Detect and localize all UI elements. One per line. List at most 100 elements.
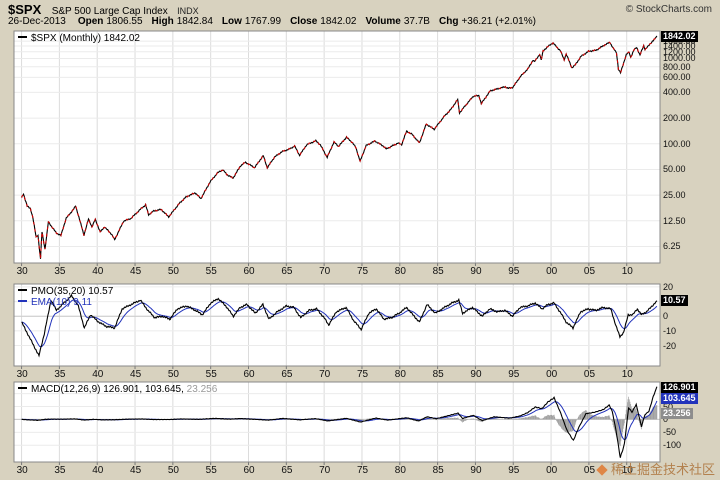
y-axis-tick: -10 — [663, 325, 677, 336]
y-axis-tick: 12.50 — [663, 215, 686, 226]
x-axis-year-label: 65 — [281, 266, 293, 277]
quote-field-open: Open 1806.55 — [77, 16, 143, 27]
x-axis-year-label: 85 — [432, 369, 444, 380]
series-swatch-icon — [18, 289, 27, 292]
legend-text: 23.256 — [183, 384, 218, 395]
pmo-last-value-box: 10.57 — [661, 295, 688, 307]
x-axis-year-label: 10 — [621, 465, 633, 476]
x-axis-year-label: 35 — [54, 369, 66, 380]
series-swatch-icon — [18, 36, 27, 39]
y-axis-tick: 100.00 — [663, 138, 691, 149]
x-axis-year-label: 70 — [319, 266, 331, 277]
watermark: 稀土掘金技术社区 — [596, 459, 715, 478]
y-axis-tick: 20 — [663, 281, 674, 292]
x-axis-year-label: 30 — [16, 369, 28, 380]
x-axis-year-label: 10 — [621, 369, 633, 380]
macd-legend-item: MACD(12,26,9) 126.901, 103.645, — [18, 384, 184, 395]
x-axis-year-label: 95 — [508, 369, 520, 380]
price-legend: $SPX (Monthly) 1842.02 — [18, 33, 140, 44]
series-swatch-icon — [18, 387, 27, 390]
x-axis-year-label: 50 — [167, 465, 179, 476]
x-axis-year-label: 85 — [432, 266, 444, 277]
x-axis-year-label: 35 — [54, 266, 66, 277]
x-axis-year-label: 95 — [508, 465, 520, 476]
y-axis-tick: -20 — [663, 340, 677, 351]
pmo-legend-item: EMA(10) 9.11 — [18, 297, 113, 308]
y-axis-tick: 25.00 — [663, 190, 686, 201]
legend-text: MACD(12,26,9) 126.901, 103.645, — [31, 384, 184, 395]
x-axis-year-label: 90 — [470, 266, 482, 277]
y-axis-tick: 800.00 — [663, 61, 691, 72]
x-axis-year-label: 50 — [167, 369, 179, 380]
x-axis-year-label: 90 — [470, 369, 482, 380]
y-axis-tick: 400.00 — [663, 87, 691, 98]
y-axis-tick: 1000.00 — [663, 53, 696, 64]
x-axis-year-label: 45 — [130, 465, 142, 476]
pmo-legend-item: PMO(35,20) 10.57 — [18, 286, 113, 297]
x-axis-year-label: 80 — [394, 369, 406, 380]
index-name: S&P 500 Large Cap Index — [51, 6, 168, 17]
y-axis-tick: 1400.00 — [663, 41, 696, 52]
x-axis-year-label: 65 — [281, 369, 293, 380]
x-axis-year-label: 30 — [16, 465, 28, 476]
x-axis-year-label: 70 — [319, 369, 331, 380]
symbol: $SPX — [8, 2, 42, 17]
y-axis-tick: 0 — [663, 311, 669, 322]
copyright: © StockCharts.com — [625, 4, 712, 15]
x-axis-year-label: 40 — [92, 465, 104, 476]
x-axis-year-label: 45 — [130, 369, 142, 380]
series-swatch-icon — [18, 300, 27, 303]
quote-field-low: Low 1767.99 — [221, 16, 282, 27]
x-axis-year-label: 95 — [508, 266, 520, 277]
y-axis-tick: 50 — [663, 401, 674, 412]
y-axis-tick: 600.00 — [663, 72, 691, 83]
x-axis-year-label: 65 — [281, 465, 293, 476]
x-axis-year-label: 75 — [356, 465, 369, 476]
x-axis-year-label: 05 — [583, 369, 596, 380]
x-axis-year-label: 85 — [432, 465, 444, 476]
x-axis-year-label: 75 — [356, 369, 369, 380]
pmo-legend: PMO(35,20) 10.57 EMA(10) 9.11 — [18, 286, 113, 308]
y-axis-tick: 50.00 — [663, 164, 686, 175]
y-axis-tick: -100 — [663, 440, 682, 451]
x-axis-year-label: 70 — [319, 465, 331, 476]
x-axis-year-label: 60 — [243, 465, 255, 476]
x-axis-year-label: 45 — [130, 266, 142, 277]
x-axis-year-label: 50 — [167, 266, 179, 277]
x-axis-year-label: 55 — [205, 369, 217, 380]
macd-last-value-box: 103.645 — [661, 393, 698, 404]
legend-text: EMA(10) 9.11 — [31, 297, 92, 308]
price-legend-item: $SPX (Monthly) 1842.02 — [18, 33, 140, 44]
x-axis-year-label: 80 — [394, 266, 406, 277]
legend-text: PMO(35,20) 10.57 — [31, 286, 114, 297]
y-axis-tick: 200.00 — [663, 113, 691, 124]
x-axis-year-label: 60 — [243, 369, 255, 380]
y-axis-tick: -50 — [663, 427, 677, 438]
x-axis-year-label: 40 — [92, 266, 104, 277]
quote-field-high: High 1842.84 — [151, 16, 213, 27]
watermark-text: 稀土掘金技术社区 — [610, 462, 715, 477]
x-axis-year-label: 00 — [546, 465, 558, 476]
x-axis-year-label: 00 — [546, 369, 558, 380]
x-axis-year-label: 05 — [583, 266, 596, 277]
quote-row: 26-Dec-2013 Open 1806.55 High 1842.84 Low 1767… — [8, 16, 545, 27]
quote-field-chg: Chg +36.21 (+2.01%) — [438, 16, 536, 27]
x-axis-year-label: 55 — [205, 266, 217, 277]
quote-fields: Open 1806.55 High 1842.84 Low 1767.99 Close 184… — [78, 16, 545, 27]
x-axis-year-label: 80 — [394, 465, 406, 476]
quote-date: 26-Dec-2013 — [8, 16, 66, 27]
header-title-row: $SPX S&P 500 Large Cap Index INDX — [8, 1, 199, 17]
y-axis-tick: 0 — [663, 414, 669, 425]
macd-last-value-box: 23.256 — [661, 407, 693, 419]
macd-legend: MACD(12,26,9) 126.901, 103.645, 23.256 — [18, 384, 217, 395]
x-axis-year-label: 35 — [54, 465, 66, 476]
y-axis-tick: 1200.00 — [663, 46, 696, 57]
macd-legend-item: 23.256 — [183, 384, 218, 395]
x-axis-year-label: 00 — [546, 266, 558, 277]
legend-text: $SPX (Monthly) 1842.02 — [31, 33, 140, 44]
macd-last-value-box: 126.901 — [661, 382, 698, 393]
x-axis-year-label: 60 — [243, 266, 255, 277]
x-axis-year-label: 05 — [583, 465, 596, 476]
